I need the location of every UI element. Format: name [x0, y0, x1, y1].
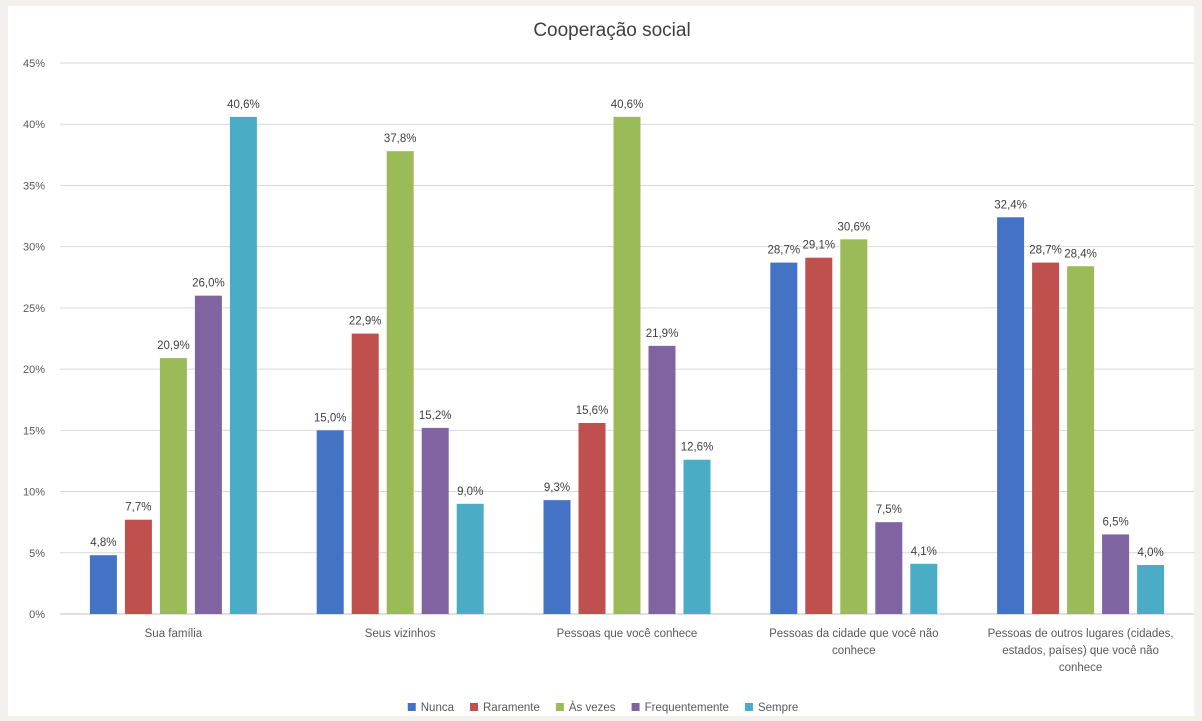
bar: [1067, 266, 1095, 614]
data-label: 40,6%: [611, 99, 644, 111]
legend-item: Sempre: [744, 702, 798, 714]
data-labels: 4,8% 7,7% 20,9% 26,0% 40,6% 15,0% 22,9% 37,8% 15…: [90, 99, 1163, 559]
data-label: 9,3%: [544, 482, 570, 494]
bar-chart: Cooperação social 0% 5% 10% 15% 20% 25% 30% 35%…: [23, 20, 1194, 714]
bar: [1137, 565, 1165, 614]
data-label: 28,7%: [767, 245, 800, 257]
category-label: Pessoas da cidade que você não: [769, 628, 938, 640]
legend-label: Sempre: [758, 702, 798, 714]
y-tick-label: 15%: [23, 425, 45, 437]
bar: [386, 151, 414, 614]
data-label: 28,4%: [1064, 248, 1097, 260]
legend-label: Nunca: [421, 702, 455, 714]
legend-label: Frequentemente: [645, 702, 729, 714]
data-label: 20,9%: [157, 340, 190, 352]
category-label: Sua família: [145, 628, 203, 640]
bar: [351, 333, 379, 614]
bars: [89, 116, 1165, 615]
bar: [805, 257, 833, 614]
bar: [159, 358, 187, 614]
data-label: 30,6%: [837, 221, 870, 233]
bar: [194, 295, 222, 614]
y-tick-label: 30%: [23, 242, 45, 254]
legend-item: Frequentemente: [631, 702, 729, 714]
data-label: 40,6%: [227, 99, 260, 111]
bar: [456, 503, 484, 614]
data-label: 7,7%: [125, 502, 151, 514]
chart-panel: Cooperação social 0% 5% 10% 15% 20% 25% 30% 35%…: [8, 6, 1194, 716]
bar: [124, 519, 152, 614]
bar: [578, 422, 606, 614]
legend-swatch: [744, 703, 753, 711]
data-label: 7,5%: [876, 504, 902, 516]
y-tick-label: 10%: [23, 487, 45, 499]
bar: [683, 459, 711, 614]
data-label: 12,6%: [681, 442, 714, 454]
category-label: Seus vizinhos: [365, 628, 436, 640]
data-label: 4,8%: [90, 537, 116, 549]
category-label: conhece: [832, 645, 875, 657]
legend-label: Às vezes: [569, 701, 616, 714]
data-label: 15,0%: [314, 412, 347, 424]
data-label: 15,6%: [576, 405, 609, 417]
bar: [229, 116, 257, 615]
bar: [648, 345, 676, 614]
bar: [89, 555, 117, 614]
data-label: 9,0%: [457, 486, 483, 498]
y-tick-label: 35%: [23, 180, 45, 192]
legend-label: Raramente: [483, 702, 540, 714]
category-label: conhece: [1059, 662, 1102, 674]
legend-swatch: [470, 703, 479, 711]
bar: [1102, 534, 1130, 614]
bar: [997, 217, 1025, 614]
category-label: Pessoas de outros lugares (cidades,: [988, 628, 1174, 640]
bar: [421, 427, 449, 614]
data-label: 28,7%: [1029, 245, 1062, 257]
data-label: 22,9%: [349, 316, 382, 328]
category-labels: Sua família Seus vizinhos Pessoas que você…: [145, 628, 1174, 674]
legend-swatch: [555, 703, 564, 711]
category-label: Pessoas que você conhece: [557, 628, 698, 640]
legend: Nunca Raramente Às vezes Frequentemente Semp…: [407, 701, 798, 714]
bar: [910, 563, 938, 614]
bar: [1032, 262, 1060, 614]
data-label: 4,0%: [1137, 547, 1163, 559]
legend-swatch: [407, 703, 416, 711]
legend-item: Raramente: [470, 702, 540, 714]
y-tick-label: 40%: [23, 119, 45, 131]
data-label: 15,2%: [419, 410, 452, 422]
data-label: 21,9%: [646, 328, 679, 340]
legend-item: Nunca: [407, 702, 455, 714]
y-tick-label: 45%: [23, 58, 45, 70]
legend-swatch: [631, 703, 640, 711]
category-label: estados, países) que você não: [1002, 645, 1159, 657]
bar: [840, 239, 868, 614]
y-tick-label: 5%: [29, 548, 45, 560]
legend-item: Às vezes: [555, 701, 616, 714]
data-label: 29,1%: [802, 240, 835, 252]
bar: [613, 116, 641, 615]
data-label: 26,0%: [192, 278, 225, 290]
data-label: 37,8%: [384, 133, 417, 145]
bar: [316, 430, 344, 614]
bar: [543, 500, 571, 614]
y-axis-ticks: 0% 5% 10% 15% 20% 25% 30% 35% 40% 45%: [23, 58, 45, 621]
data-label: 4,1%: [911, 546, 937, 558]
y-tick-label: 25%: [23, 303, 45, 315]
bar: [875, 522, 903, 614]
data-label: 6,5%: [1102, 516, 1128, 528]
data-label: 32,4%: [994, 199, 1027, 211]
y-tick-label: 20%: [23, 364, 45, 376]
bar: [770, 262, 798, 614]
chart-title: Cooperação social: [533, 20, 690, 41]
y-tick-label: 0%: [29, 609, 45, 621]
